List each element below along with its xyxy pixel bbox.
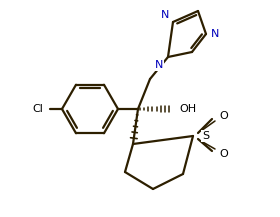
Text: N: N bbox=[155, 60, 163, 70]
Text: N: N bbox=[211, 29, 219, 39]
Text: Cl: Cl bbox=[32, 104, 43, 114]
Text: OH: OH bbox=[179, 104, 196, 114]
Text: N: N bbox=[161, 10, 169, 20]
Text: O: O bbox=[219, 111, 228, 121]
Text: S: S bbox=[202, 131, 209, 141]
Text: O: O bbox=[219, 149, 228, 159]
